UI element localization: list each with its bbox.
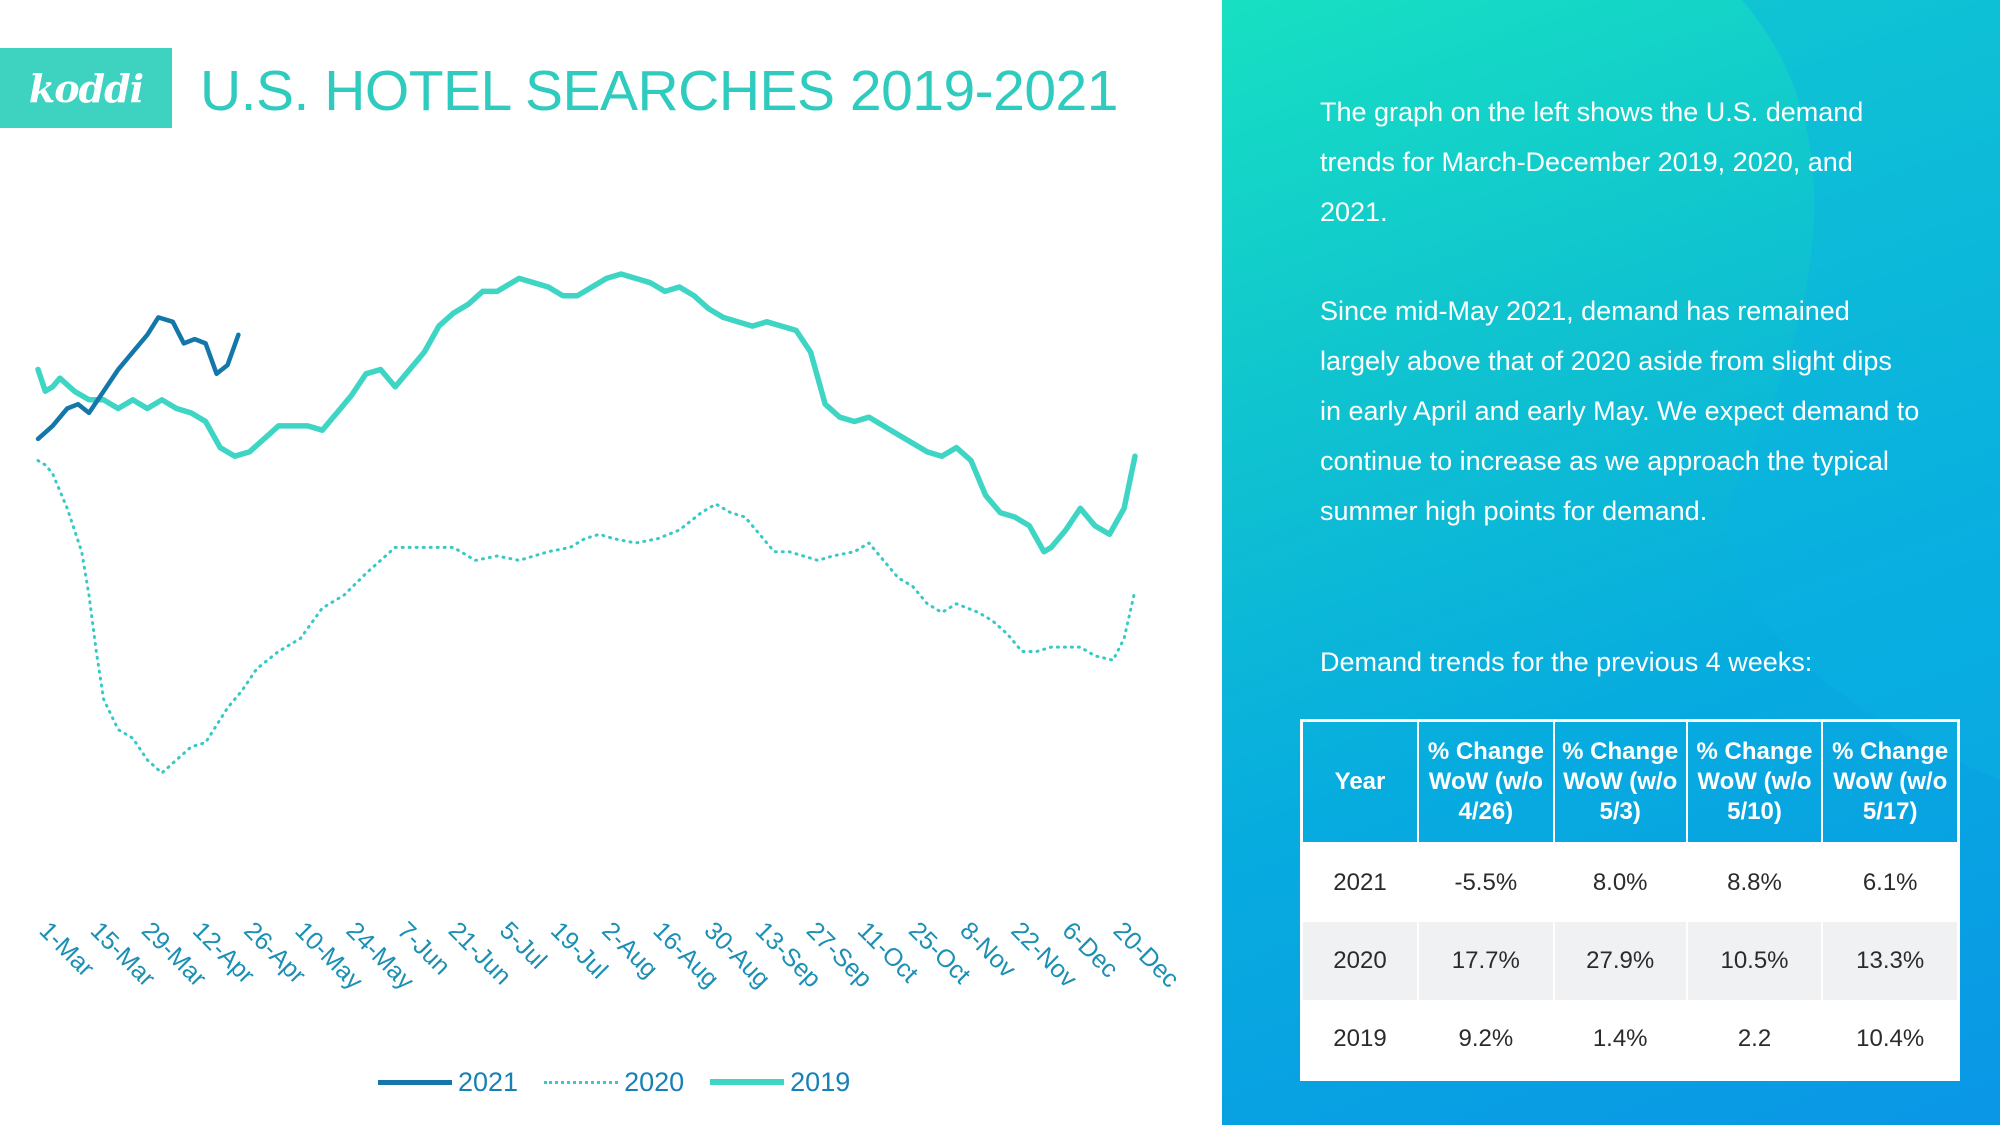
series-line-2021 [35, 315, 241, 442]
info-panel: The graph on the left shows the U.S. dem… [1222, 0, 2000, 1125]
logo-text: koddi [28, 65, 144, 111]
legend-item-2019: 2019 [710, 1067, 850, 1098]
legend-label-2021: 2021 [458, 1066, 519, 1097]
legend-label-2020: 2020 [624, 1066, 685, 1097]
table-row: 2019 9.2% 1.4% 2.2 10.4% [1300, 1000, 1959, 1080]
cell-value: 8.8% [1685, 843, 1823, 922]
cell-year: 2020 [1300, 922, 1418, 1000]
demand-trends-table: Year % Change WoW (w/o 4/26) % Change Wo… [1300, 719, 1960, 1081]
table-header-row: Year % Change WoW (w/o 4/26) % Change Wo… [1300, 719, 1960, 844]
chart-title: U.S. HOTEL SEARCHES 2019-2021 [200, 59, 1118, 123]
cell-value: 1.4% [1552, 1000, 1687, 1080]
legend-item-2021: 2021 [378, 1067, 518, 1098]
legend-swatch-2019 [710, 1079, 785, 1085]
description-paragraph-2: Since mid-May 2021, demand has remained … [1320, 296, 1920, 526]
legend: 2021 2020 2019 [378, 1064, 850, 1100]
x-axis-tick-labels: 1-Mar15-Mar29-Mar12-Apr26-Apr10-May24-Ma… [34, 916, 1185, 995]
cell-value: 17.7% [1417, 922, 1554, 1000]
cell-value: 10.5% [1685, 922, 1823, 1000]
table-row: 2020 17.7% 27.9% 10.5% 13.3% [1300, 922, 1959, 1000]
cell-value: -5.5% [1417, 843, 1554, 922]
cell-value: 6.1% [1821, 843, 1959, 922]
header-year: Year [1300, 719, 1419, 844]
header-wow-5-10: % Change WoW (w/o 5/10) [1685, 719, 1824, 844]
cell-value: 13.3% [1821, 922, 1959, 1000]
cell-year: 2019 [1300, 1000, 1418, 1080]
x-tick-label: 2-Aug [596, 916, 663, 983]
x-tick-label: 19-Jul [545, 916, 613, 984]
x-tick-label: 20-Dec [1108, 916, 1185, 993]
series-lines [35, 271, 1138, 775]
legend-item-2020: 2020 [544, 1067, 684, 1098]
header-wow-4-26: % Change WoW (w/o 4/26) [1417, 719, 1555, 844]
cell-value: 2.2 [1685, 1000, 1823, 1080]
description-paragraph-1: The graph on the left shows the U.S. dem… [1320, 97, 1864, 227]
koddi-logo: koddi [0, 48, 172, 128]
legend-swatch-2021 [378, 1079, 452, 1085]
series-line-2020 [36, 459, 1137, 775]
cell-year: 2021 [1300, 843, 1418, 922]
cell-value: 27.9% [1552, 922, 1687, 1000]
legend-swatch-2020 [544, 1080, 619, 1084]
legend-label-2019: 2019 [790, 1066, 851, 1097]
series-line-2019 [35, 271, 1138, 555]
line-chart: 1-Mar15-Mar29-Mar12-Apr26-Apr10-May24-Ma… [34, 271, 1185, 996]
x-tick-label: 1-Mar [34, 916, 100, 982]
table-row: 2021 -5.5% 8.0% 8.8% 6.1% [1300, 843, 1959, 922]
header-wow-5-3: % Change WoW (w/o 5/3) [1552, 719, 1688, 844]
header-wow-5-17: % Change WoW (w/o 5/17) [1821, 719, 1960, 844]
panel-background-wave [1728, 0, 2000, 780]
cell-value: 8.0% [1552, 843, 1687, 922]
cell-value: 10.4% [1821, 1000, 1959, 1080]
cell-value: 9.2% [1417, 1000, 1554, 1080]
table-intro: Demand trends for the previous 4 weeks: [1320, 647, 1813, 677]
